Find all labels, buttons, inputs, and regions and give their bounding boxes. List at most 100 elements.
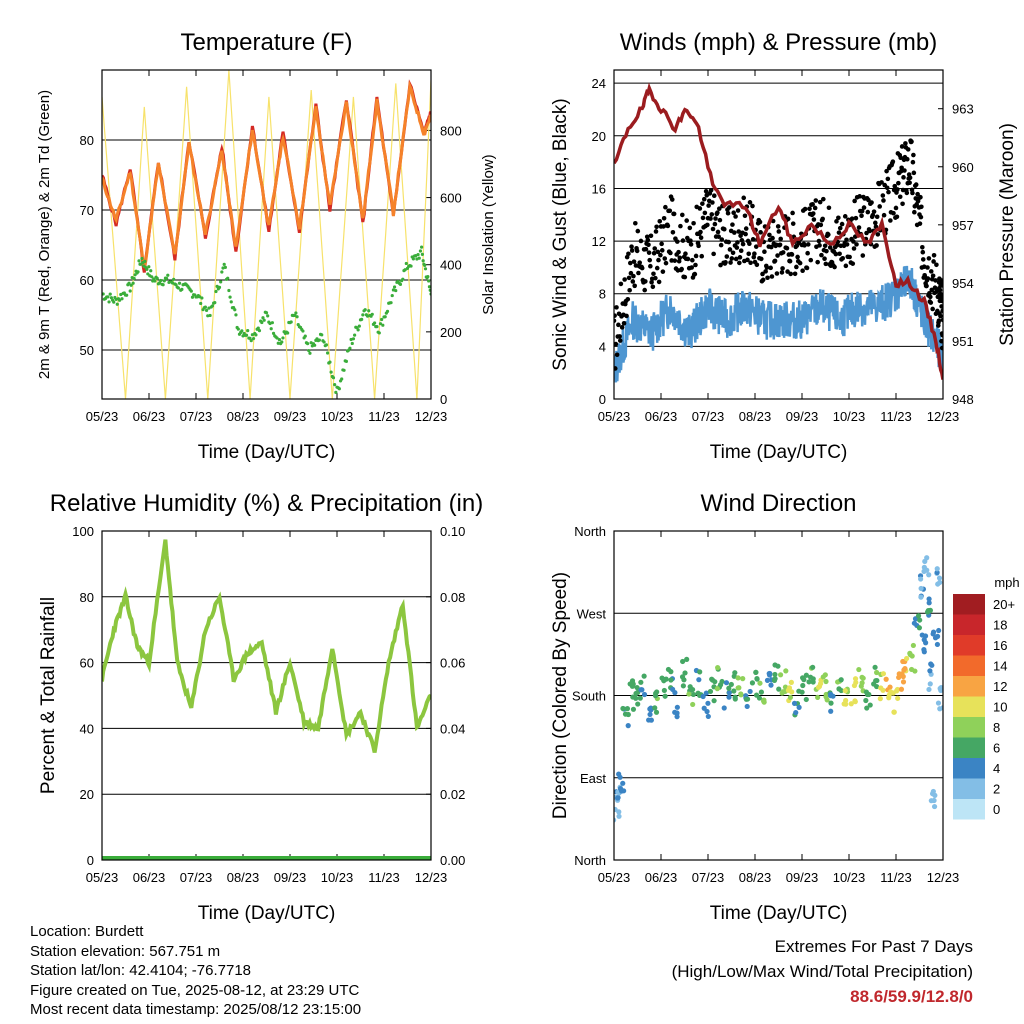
wind-direction-point — [732, 670, 738, 676]
gust-point — [817, 243, 822, 248]
gust-point — [735, 240, 740, 245]
gust-point — [678, 223, 683, 229]
gust-point — [748, 260, 753, 266]
gust-point — [907, 175, 913, 181]
wind-direction-point — [856, 666, 862, 673]
wind-direction-point — [684, 656, 690, 662]
gust-point — [762, 249, 767, 255]
dewpoint-point — [106, 295, 110, 299]
wind-direction-point — [707, 688, 714, 695]
dewpoint-point — [213, 301, 217, 305]
dewpoint-point — [427, 285, 431, 289]
dewpoint-point — [240, 329, 244, 333]
dewpoint-point — [172, 277, 176, 281]
gust-point — [760, 271, 765, 277]
legend-swatch — [953, 655, 985, 676]
dewpoint-point — [131, 281, 135, 285]
dewpoint-point — [129, 283, 133, 287]
wind-direction-point — [921, 564, 927, 570]
winds-xtick-label: 11/23 — [880, 409, 912, 424]
gust-point — [904, 190, 910, 196]
extremes-title: Extremes For Past 7 Days — [774, 937, 973, 956]
winds-ytick-label: 16 — [592, 181, 606, 196]
wind-direction-point — [816, 683, 823, 690]
gust-point — [750, 203, 755, 209]
gust-point — [670, 229, 676, 235]
gust-point — [633, 220, 638, 226]
created-text: Figure created on Tue, 2025-08-12, at 23… — [30, 981, 360, 999]
pressure-line — [614, 82, 943, 380]
wind-direction-point — [864, 705, 870, 711]
wind-direction-point — [799, 689, 805, 695]
wind-direction-point — [918, 585, 924, 592]
gust-point — [758, 256, 764, 262]
gust-point — [661, 215, 667, 221]
humidity-xlabel: Time (Day/UTC) — [198, 903, 336, 924]
gust-point — [659, 248, 665, 253]
wind-direction-point — [697, 669, 703, 675]
wind-direction-point — [828, 708, 834, 714]
dewpoint-point — [373, 321, 377, 325]
gust-point — [874, 214, 880, 220]
dewpoint-point — [392, 285, 397, 289]
dewpoint-point — [326, 351, 330, 355]
gust-point — [658, 252, 663, 258]
dewpoint-point — [331, 376, 336, 380]
legend-title: mph — [994, 575, 1019, 590]
wind-direction-point — [783, 668, 789, 674]
wind-direction-point — [753, 669, 759, 675]
dewpoint-point — [223, 265, 227, 269]
humidity-ytick-right-label: 0.02 — [440, 787, 465, 802]
wind_direction-xtick-label: 12/23 — [927, 870, 960, 885]
wind-direction-point — [895, 695, 901, 701]
gust-point — [927, 290, 932, 296]
wind_direction-xlabel: Time (Day/UTC) — [710, 903, 848, 924]
gust-point — [614, 313, 617, 318]
dewpoint-point — [404, 261, 408, 266]
humidity-xtick-label: 05/23 — [86, 870, 119, 885]
dewpoint-point — [389, 301, 393, 305]
wind-direction-point — [625, 723, 631, 729]
wind-direction-point — [796, 704, 802, 710]
wind-direction-point — [625, 711, 631, 718]
gust-point — [747, 200, 753, 205]
gust-point — [939, 338, 943, 344]
gust-point — [856, 225, 862, 230]
gust-point — [939, 345, 943, 351]
wind_direction-ytick-label: North — [574, 853, 606, 868]
wind-direction-point — [873, 678, 879, 684]
gust-point — [624, 313, 629, 319]
wind-direction-point — [703, 690, 709, 696]
gust-point — [900, 187, 906, 193]
dewpoint-point — [385, 309, 390, 313]
gust-point — [742, 213, 748, 219]
wind-direction-point — [704, 708, 710, 715]
humidity-xtick-label: 07/23 — [180, 870, 213, 885]
wind-direction-point — [937, 579, 943, 586]
wind-direction-point — [838, 687, 844, 694]
gust-point — [813, 198, 819, 203]
gust-point — [617, 334, 622, 339]
gust-point — [824, 248, 829, 254]
gust-point — [826, 205, 832, 211]
dewpoint-point — [328, 360, 332, 364]
winds-xtick-label: 07/23 — [692, 409, 725, 424]
wind-direction-point — [873, 669, 880, 676]
winds-ytick-right-label: 951 — [952, 334, 974, 349]
gust-point — [614, 341, 619, 347]
gust-point — [632, 283, 637, 289]
wind-direction-point — [766, 670, 772, 677]
wind-direction-point — [715, 665, 721, 671]
gust-point — [823, 261, 829, 267]
dewpoint-point — [157, 281, 162, 285]
dewpoint-point — [416, 253, 420, 257]
wind-direction-point — [926, 596, 932, 602]
wind-direction-point — [641, 673, 647, 679]
wind-direction-point — [754, 675, 760, 682]
gust-point — [937, 287, 943, 293]
gust-point — [851, 239, 856, 244]
wind-direction-point — [851, 682, 858, 689]
wind-direction-point — [785, 687, 791, 693]
gust-point — [648, 263, 653, 269]
gust-point — [880, 193, 886, 198]
